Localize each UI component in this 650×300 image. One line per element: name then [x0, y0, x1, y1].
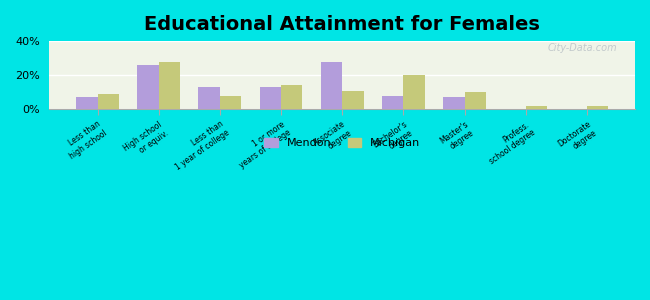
Legend: Mendon, Michigan: Mendon, Michigan: [260, 133, 424, 153]
Bar: [198, 87, 220, 109]
Bar: [343, 91, 363, 109]
Bar: [159, 61, 180, 109]
Bar: [281, 85, 302, 109]
Bar: [220, 96, 241, 109]
Bar: [259, 87, 281, 109]
Bar: [443, 97, 465, 109]
Bar: [137, 65, 159, 109]
Bar: [587, 106, 608, 109]
Bar: [465, 92, 486, 109]
Bar: [98, 94, 119, 109]
Text: City-Data.com: City-Data.com: [548, 43, 617, 53]
Bar: [321, 61, 343, 109]
Bar: [526, 106, 547, 109]
Bar: [382, 96, 404, 109]
Bar: [404, 75, 425, 109]
Bar: [76, 97, 98, 109]
Title: Educational Attainment for Females: Educational Attainment for Females: [144, 15, 540, 34]
